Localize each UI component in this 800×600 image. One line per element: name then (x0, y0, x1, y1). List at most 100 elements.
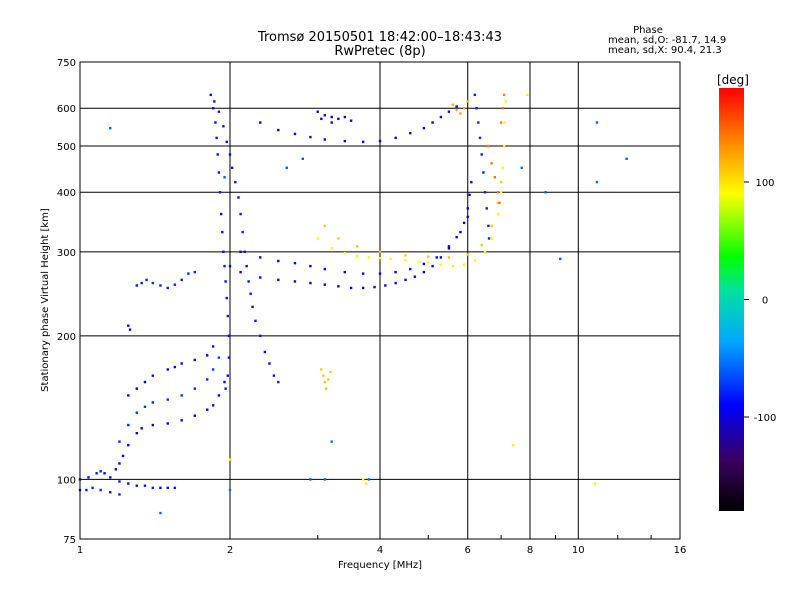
data-point (595, 121, 599, 124)
data-point (166, 398, 169, 401)
data-point (209, 93, 212, 97)
data-point (224, 280, 227, 283)
data-point (316, 110, 319, 113)
data-point (378, 250, 382, 254)
data-point (367, 478, 371, 481)
x-axis-label: Frequency [MHz] (338, 560, 422, 571)
data-point (466, 253, 469, 256)
data-point (205, 378, 209, 381)
data-point (462, 263, 466, 266)
data-point (431, 121, 434, 124)
data-point (151, 374, 155, 377)
data-point (143, 405, 147, 408)
data-point (394, 281, 397, 285)
data-point (327, 378, 330, 381)
data-point (451, 103, 455, 107)
data-point (309, 135, 312, 139)
data-point (498, 201, 501, 205)
data-point (135, 284, 138, 287)
data-point (211, 404, 215, 407)
data-point (259, 256, 262, 259)
data-point (159, 284, 162, 287)
data-point (99, 488, 102, 492)
y-tick-label: 200 (57, 332, 76, 343)
data-point (135, 484, 138, 487)
data-point (293, 280, 297, 283)
data-point (462, 107, 466, 110)
data-point (343, 270, 347, 274)
data-point (143, 484, 147, 487)
data-point (249, 292, 252, 295)
data-point (228, 264, 232, 268)
data-point (447, 256, 451, 259)
chart-title: Tromsø 20150501 18:42:00–18:43:43 (257, 30, 502, 45)
data-point (143, 380, 147, 384)
data-point (193, 414, 197, 417)
data-point (413, 275, 417, 278)
data-point (361, 286, 365, 290)
data-point (487, 224, 490, 228)
data-point (355, 254, 359, 258)
data-point (193, 358, 197, 362)
data-point (480, 243, 483, 247)
data-point (309, 478, 312, 481)
data-point (503, 121, 506, 124)
data-point (277, 259, 280, 263)
data-point (215, 136, 218, 140)
data-point (166, 422, 169, 425)
data-point (151, 423, 155, 427)
data-point (378, 272, 382, 275)
plot-frame (79, 61, 681, 540)
data-point (205, 354, 209, 357)
data-point (466, 215, 469, 219)
x-tick-label: 6 (465, 545, 471, 556)
data-point (473, 259, 477, 262)
data-point (127, 394, 130, 397)
data-point (180, 362, 183, 365)
data-point (259, 121, 262, 124)
data-point (159, 486, 162, 490)
data-point (439, 115, 443, 119)
data-point (234, 180, 237, 184)
data-point (118, 440, 121, 443)
data-point (211, 345, 215, 348)
data-point (323, 478, 327, 481)
data-point (151, 401, 155, 404)
data-point (330, 247, 333, 250)
data-point (323, 224, 327, 228)
data-point (193, 387, 197, 390)
colorbar-ticks: 100 0 -100 (744, 178, 776, 424)
data-point (118, 480, 121, 483)
data-point (127, 324, 130, 327)
data-point (475, 107, 478, 110)
data-point (277, 278, 280, 282)
data-point (135, 387, 138, 390)
data-point (225, 296, 228, 300)
data-point (247, 280, 250, 283)
data-point (447, 110, 451, 113)
data-point (473, 93, 477, 97)
colorbar-label: [deg] (717, 73, 749, 87)
data-point (520, 166, 523, 170)
data-point (559, 257, 562, 261)
data-point (320, 368, 323, 371)
data-point (482, 171, 485, 174)
data-point (483, 191, 487, 194)
data-point (451, 264, 455, 268)
data-point (151, 281, 155, 285)
data-point (166, 486, 169, 490)
data-point (526, 93, 529, 97)
data-point (427, 261, 430, 264)
data-point (109, 491, 112, 494)
data-point (221, 230, 224, 234)
x-tick-label: 2 (227, 545, 233, 556)
data-point (455, 105, 458, 108)
data-point (447, 245, 451, 248)
data-point (470, 180, 473, 184)
data-point (361, 140, 365, 144)
data-point (343, 252, 347, 255)
data-point (228, 153, 232, 156)
data-point (159, 511, 162, 515)
data-point (173, 486, 177, 490)
